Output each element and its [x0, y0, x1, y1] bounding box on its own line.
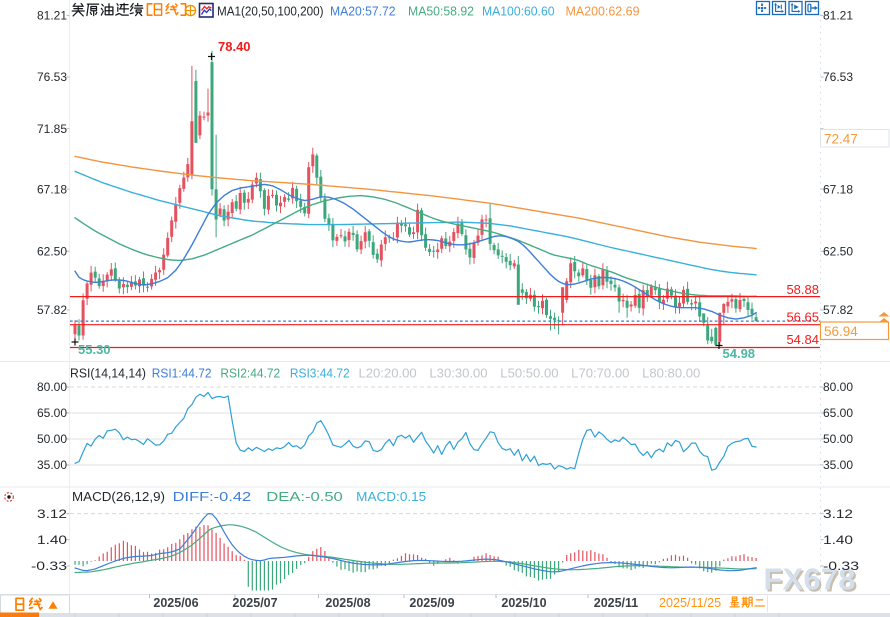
svg-text:-0.33: -0.33 [823, 559, 859, 573]
svg-text:RSI1:44.72: RSI1:44.72 [152, 367, 212, 381]
svg-text:-0.33: -0.33 [31, 559, 67, 573]
svg-text:56.65: 56.65 [786, 310, 819, 325]
svg-text:65.00: 65.00 [823, 406, 853, 420]
svg-text:80.00: 80.00 [37, 380, 67, 394]
svg-text:2025/10: 2025/10 [501, 596, 546, 610]
svg-text:1.40: 1.40 [37, 533, 67, 547]
svg-text:FX678: FX678 [764, 563, 856, 597]
svg-text:2025/06: 2025/06 [153, 596, 198, 610]
svg-text:MA20:57.72: MA20:57.72 [330, 4, 396, 18]
svg-text:2025/11/25: 2025/11/25 [659, 596, 721, 610]
svg-text:3.12: 3.12 [823, 507, 853, 521]
svg-text:L50:50.00: L50:50.00 [500, 367, 558, 381]
svg-text:56.94: 56.94 [824, 324, 858, 339]
svg-text:L70:70.00: L70:70.00 [571, 367, 629, 381]
svg-text:L20:20.00: L20:20.00 [359, 367, 417, 381]
svg-text:MACD:0.15: MACD:0.15 [356, 490, 426, 504]
svg-text:67.18: 67.18 [823, 182, 853, 196]
svg-text:81.21: 81.21 [37, 9, 67, 23]
svg-text:MA200:62.69: MA200:62.69 [566, 4, 640, 18]
svg-text:RSI(14,14,14): RSI(14,14,14) [70, 367, 146, 381]
svg-text:RSI2:44.72: RSI2:44.72 [220, 367, 280, 381]
svg-text:65.00: 65.00 [37, 406, 67, 420]
svg-text:2025/11: 2025/11 [594, 596, 639, 610]
svg-text:62.50: 62.50 [37, 245, 67, 259]
svg-text:72.47: 72.47 [824, 132, 858, 147]
svg-text:2025/07: 2025/07 [232, 596, 277, 610]
svg-text:L80:80.00: L80:80.00 [642, 367, 700, 381]
svg-text:50.00: 50.00 [823, 432, 853, 446]
svg-text:76.53: 76.53 [823, 70, 853, 84]
svg-text:80.00: 80.00 [823, 380, 853, 394]
svg-text:62.50: 62.50 [823, 245, 853, 259]
svg-text:1.40: 1.40 [823, 533, 853, 547]
svg-text:FX678: FX678 [766, 565, 858, 599]
svg-text:MACD(26,12,9): MACD(26,12,9) [72, 490, 165, 504]
svg-text:35.00: 35.00 [823, 458, 853, 472]
svg-text:71.85: 71.85 [37, 122, 67, 136]
svg-text:RSI3:44.72: RSI3:44.72 [290, 367, 350, 381]
svg-text:MA100:60.60: MA100:60.60 [482, 4, 555, 18]
svg-text:54.98: 54.98 [723, 346, 756, 361]
svg-text:81.21: 81.21 [823, 9, 853, 23]
svg-text:L30:30.00: L30:30.00 [429, 367, 487, 381]
svg-text:54.84: 54.84 [786, 332, 819, 347]
svg-text:2025/08: 2025/08 [325, 596, 370, 610]
svg-text:DIFF:-0.42: DIFF:-0.42 [173, 490, 251, 504]
svg-text:MA50:58.92: MA50:58.92 [408, 4, 474, 18]
svg-text:67.18: 67.18 [37, 182, 67, 196]
svg-text:55.30: 55.30 [78, 342, 111, 357]
svg-text:2025/09: 2025/09 [409, 596, 454, 610]
svg-text:3.12: 3.12 [37, 507, 67, 521]
svg-text:35.00: 35.00 [37, 458, 67, 472]
svg-text:58.88: 58.88 [786, 282, 819, 297]
svg-text:MA1(20,50,100,200): MA1(20,50,100,200) [217, 4, 324, 18]
svg-text:DEA:-0.50: DEA:-0.50 [266, 490, 343, 504]
svg-text:57.82: 57.82 [37, 303, 67, 317]
svg-text:78.40: 78.40 [218, 39, 251, 54]
svg-text:76.53: 76.53 [37, 70, 67, 84]
svg-text:57.82: 57.82 [823, 303, 853, 317]
svg-text:50.00: 50.00 [37, 432, 67, 446]
